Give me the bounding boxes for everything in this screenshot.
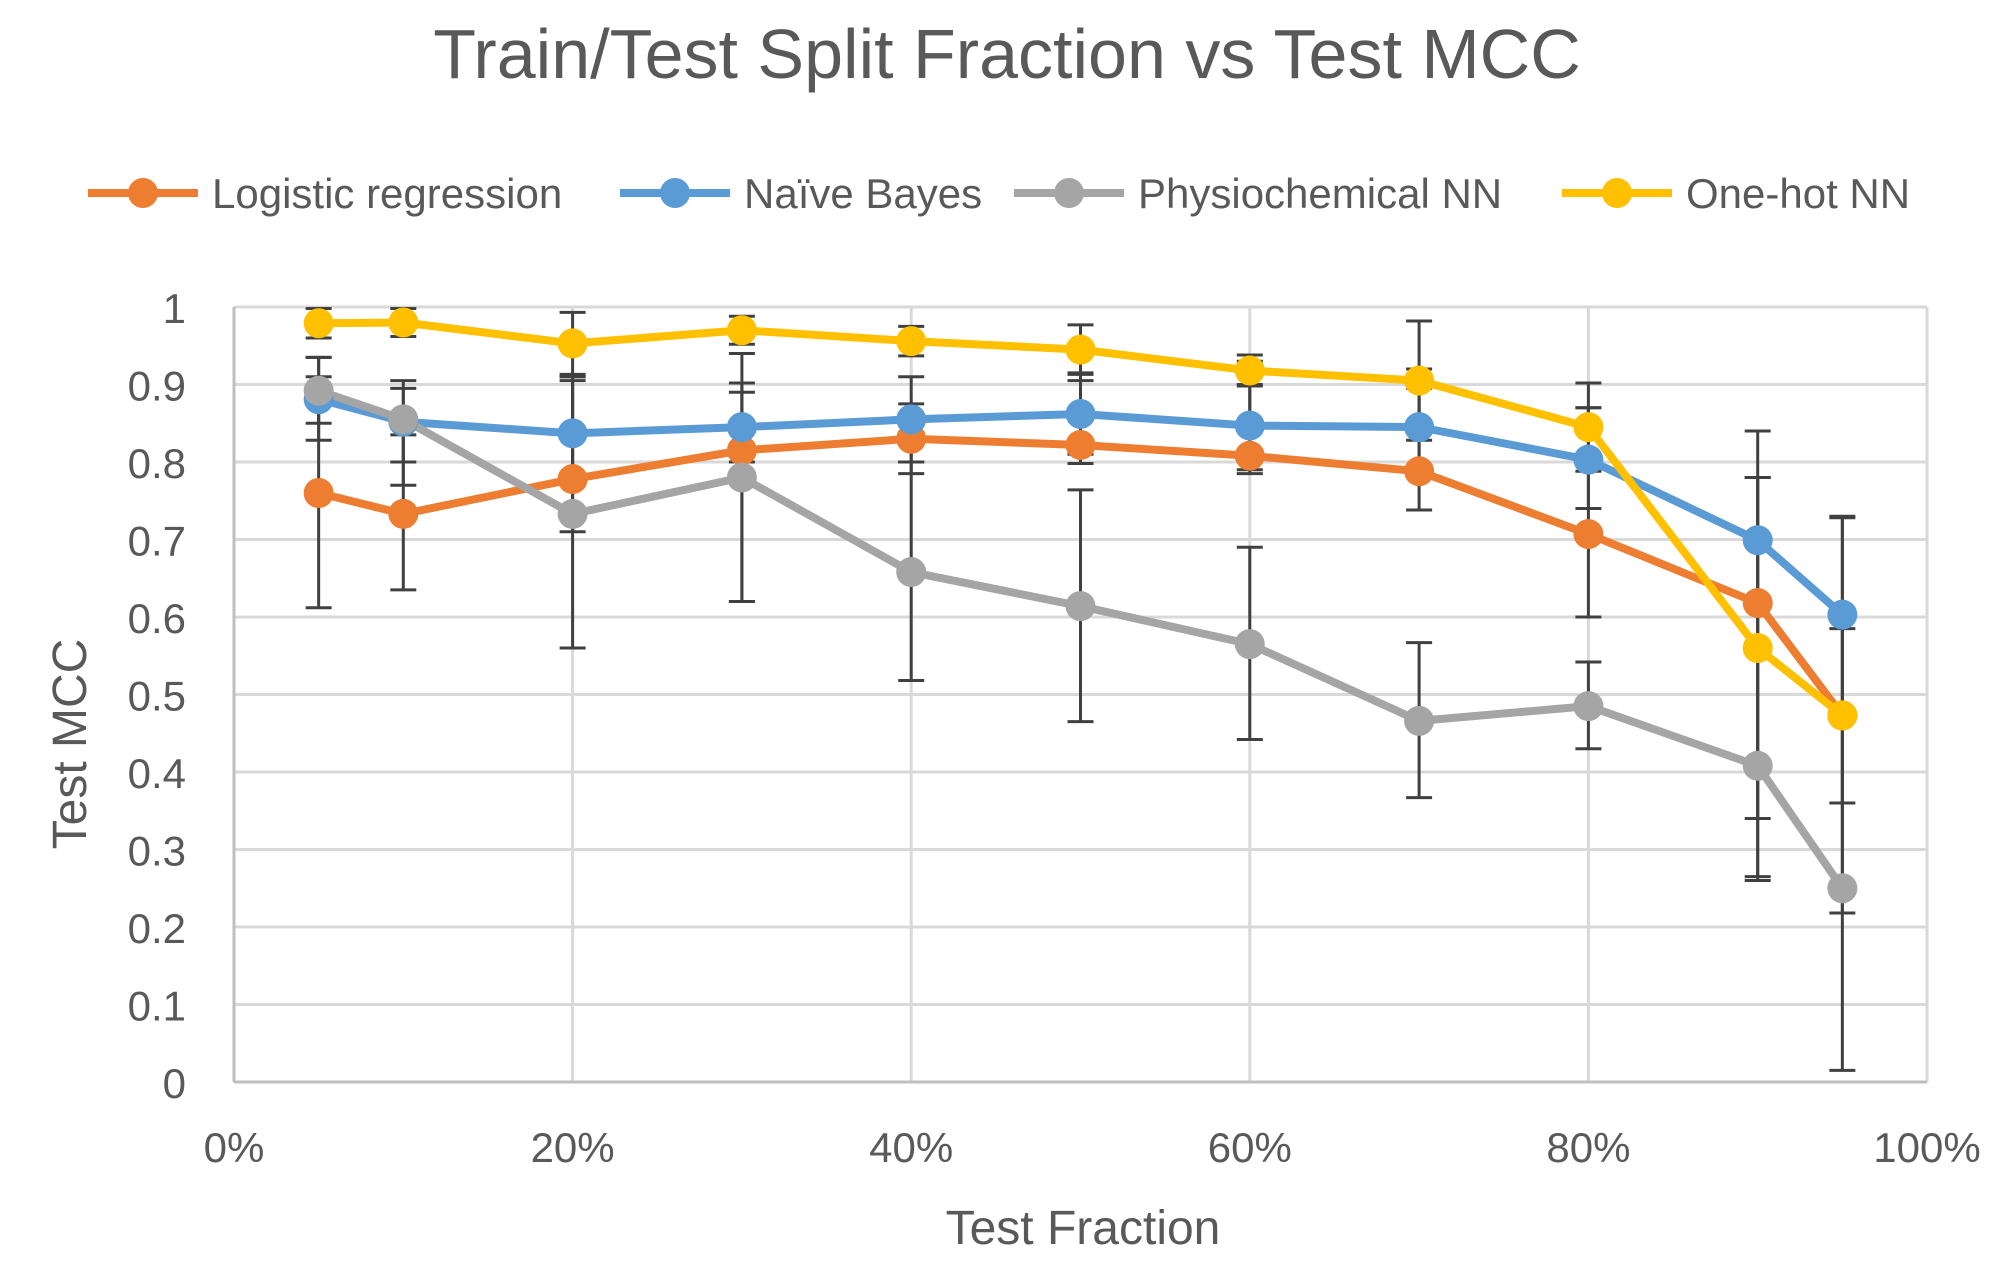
y-tick-label: 0.9 [128,363,186,410]
y-tick-label: 0.3 [128,828,186,875]
y-tick-label: 0.5 [128,673,186,720]
legend-marker [660,178,690,208]
data-point-logistic-regression [1743,588,1773,618]
legend-label: Logistic regression [212,170,562,217]
data-point-naive-bayes [1827,600,1857,630]
data-point-logistic-regression [1066,430,1096,460]
data-point-naive-bayes [1743,525,1773,555]
data-point-physiochemical-nn [558,499,588,529]
y-tick-label: 0.4 [128,750,186,797]
data-point-one-hot-nn [304,308,334,338]
data-point-one-hot-nn [558,328,588,358]
data-point-logistic-regression [1235,441,1265,471]
data-point-naive-bayes [1404,412,1434,442]
legend-label: Naïve Bayes [744,170,982,217]
chart-title: Train/Test Split Fraction vs Test MCC [433,15,1581,93]
legend-label: One-hot NN [1686,170,1910,217]
legend-label: Physiochemical NN [1138,170,1502,217]
data-point-naive-bayes [558,418,588,448]
data-point-one-hot-nn [896,326,926,356]
x-tick-label: 60% [1208,1124,1292,1171]
data-point-one-hot-nn [1743,633,1773,663]
legend-marker [1054,178,1084,208]
data-point-logistic-regression [304,478,334,508]
data-point-naive-bayes [896,404,926,434]
y-tick-label: 0.8 [128,440,186,487]
data-point-naive-bayes [1573,445,1603,475]
data-point-naive-bayes [1235,411,1265,441]
data-point-one-hot-nn [1827,700,1857,730]
data-point-one-hot-nn [1573,412,1603,442]
data-point-one-hot-nn [1235,356,1265,386]
y-tick-label: 0.6 [128,595,186,642]
x-tick-label: 20% [531,1124,615,1171]
data-point-physiochemical-nn [1573,691,1603,721]
data-point-physiochemical-nn [1404,706,1434,736]
data-point-physiochemical-nn [1743,751,1773,781]
legend-marker [128,178,158,208]
y-tick-label: 1 [163,285,186,332]
y-tick-label: 0 [163,1060,186,1107]
x-tick-label: 40% [869,1124,953,1171]
data-point-naive-bayes [727,412,757,442]
data-point-logistic-regression [1573,519,1603,549]
data-point-naive-bayes [1066,399,1096,429]
data-point-physiochemical-nn [304,376,334,406]
data-point-logistic-regression [388,499,418,529]
data-point-logistic-regression [558,464,588,494]
y-axis-label: Test MCC [44,639,97,850]
data-point-physiochemical-nn [727,463,757,493]
x-tick-label: 80% [1546,1124,1630,1171]
x-axis-label: Test Fraction [946,1202,1221,1255]
data-point-physiochemical-nn [388,404,418,434]
data-point-one-hot-nn [388,308,418,338]
data-point-one-hot-nn [1066,335,1096,365]
data-point-one-hot-nn [1404,366,1434,396]
data-point-physiochemical-nn [896,557,926,587]
data-point-logistic-regression [1404,456,1434,486]
y-axis-ticks: 0 0.1 0.2 0.3 0.4 0.5 0.6 0.7 0.8 0.9 1 [128,285,186,1107]
y-tick-label: 0.1 [128,983,186,1030]
data-point-one-hot-nn [727,315,757,345]
data-point-physiochemical-nn [1827,873,1857,903]
y-tick-label: 0.7 [128,518,186,565]
x-tick-label: 100% [1873,1124,1980,1171]
data-point-physiochemical-nn [1066,591,1096,621]
x-tick-label: 0% [204,1124,265,1171]
data-point-physiochemical-nn [1235,629,1265,659]
y-tick-label: 0.2 [128,905,186,952]
legend-marker [1602,178,1632,208]
